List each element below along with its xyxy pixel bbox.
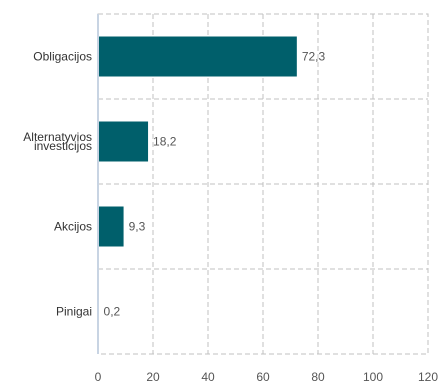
- x-tick-label: 80: [311, 370, 325, 384]
- data-label: 72,3: [302, 50, 326, 64]
- x-tick-label: 0: [95, 370, 102, 384]
- x-axis-ticks: 0 20 40 60 80 100 120: [95, 370, 439, 384]
- category-labels: Obligacijos Alternatyvios investicijos Akci…: [23, 50, 92, 319]
- category-label: Pinigai: [56, 305, 92, 319]
- data-label: 0,2: [104, 305, 121, 319]
- category-label: Obligacijos: [33, 50, 92, 64]
- x-tick-label: 20: [146, 370, 160, 384]
- bar-series: [98, 36, 297, 332]
- data-label: 9,3: [129, 220, 146, 234]
- x-tick-label: 40: [201, 370, 215, 384]
- bar: [98, 36, 297, 77]
- bar: [98, 206, 124, 247]
- category-label: Alternatyvios investicijos: [23, 130, 92, 153]
- data-label: 18,2: [153, 135, 177, 149]
- bar: [98, 121, 149, 162]
- category-label: Akcijos: [54, 220, 92, 234]
- x-tick-label: 60: [256, 370, 270, 384]
- x-tick-label: 120: [418, 370, 438, 384]
- data-labels: 72,3 18,2 9,3 0,2: [104, 50, 326, 319]
- x-tick-label: 100: [363, 370, 383, 384]
